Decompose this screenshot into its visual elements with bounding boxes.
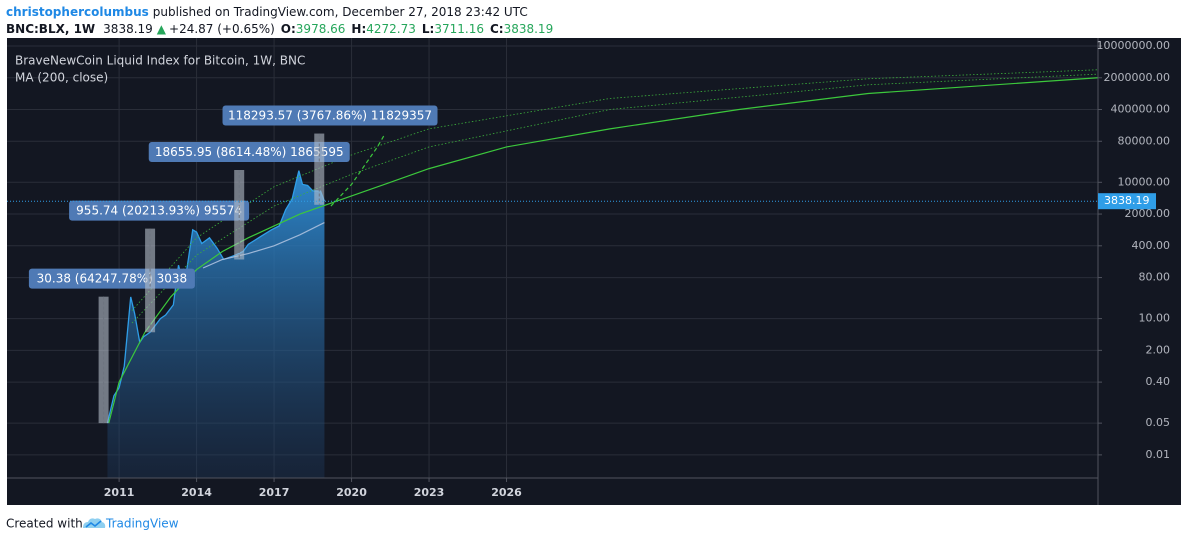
ohlc-key: L:: [422, 22, 434, 36]
y-tick-label: 80000.00: [1118, 134, 1171, 147]
ohlc-value: 4272.73: [366, 22, 416, 36]
x-tick-label: 2014: [181, 486, 212, 499]
symbol: BNC:BLX, 1W: [6, 22, 95, 36]
footer-brand[interactable]: TradingView: [105, 517, 179, 531]
annotation-label: 118293.57 (3767.86%) 11829357: [228, 109, 432, 123]
price: 3838.19: [103, 22, 153, 36]
x-tick-label: 2017: [259, 486, 290, 499]
series-line: [131, 73, 1099, 324]
annotation-box: [222, 105, 438, 126]
ohlc-value: 3838.19: [504, 22, 554, 36]
author[interactable]: christophercolumbus: [6, 5, 149, 19]
series-line: [131, 69, 1099, 311]
arrow: ▲: [157, 22, 167, 36]
ohlc-key: C:: [490, 22, 504, 36]
y-tick-label: 400000.00: [1111, 103, 1171, 116]
series-line: [202, 222, 325, 269]
ohlc-key: H:: [351, 22, 366, 36]
y-tick-label: 2000000.00: [1104, 71, 1170, 84]
annotation-label: 18655.95 (8614.48%) 1865595: [155, 145, 344, 159]
change: +24.87 (+0.65%): [169, 22, 275, 36]
published: published on TradingView.com, December 2…: [153, 5, 528, 19]
footer-created: Created with: [6, 517, 83, 531]
range-bar: [234, 169, 245, 260]
y-tick-label: 0.40: [1146, 375, 1171, 388]
annotation-label: 955.74 (20213.93%) 95574: [76, 204, 242, 218]
y-tick-label: 10.00: [1139, 312, 1171, 325]
publish-line: christophercolumbus published on TradingV…: [6, 5, 528, 19]
ohlc-value: 3978.66: [296, 22, 346, 36]
y-tick-label: 0.01: [1146, 448, 1171, 461]
y-tick-label: 2.00: [1146, 343, 1171, 356]
last-price-label: 3838.19: [1104, 194, 1150, 207]
axes: 10000000.00 2000000.00 400000.00 80000.00 10…: [7, 39, 1170, 499]
range-bar: [98, 296, 109, 424]
y-tick-label: 80.00: [1139, 271, 1171, 284]
annotation-label: 30.38 (64247.78%) 3038: [37, 272, 188, 286]
x-tick-label: 2020: [336, 486, 367, 499]
ohlc: O:3978.66 H:4272.73 L:3711.16 C:3838.19: [281, 22, 553, 36]
ohlc-value: 3711.16: [434, 22, 484, 36]
symbol-line: BNC:BLX, 1W 3838.19 ▲ +24.87 (+0.65%) O:3978…: [6, 22, 553, 36]
plot: 30.38 (64247.78%) 3038 955.74 (20213.93%)…: [28, 69, 1099, 478]
x-tick-label: 2023: [414, 486, 445, 499]
x-tick-label: 2011: [104, 486, 135, 499]
x-tick-label: 2026: [491, 486, 522, 499]
y-tick-label: 0.05: [1146, 416, 1171, 429]
ohlc-key: O:: [281, 22, 296, 36]
y-tick-label: 400.00: [1132, 239, 1171, 252]
y-tick-label: 10000.00: [1118, 175, 1171, 188]
series-line: [330, 133, 386, 207]
last-price-box: [1098, 193, 1156, 210]
y-tick-label: 10000000.00: [1097, 39, 1170, 52]
y-tick-label: 2000.00: [1125, 207, 1171, 220]
annotation-box: [148, 141, 350, 162]
tradingview-logo[interactable]: [83, 518, 106, 528]
chart-subtitle: MA (200, close): [15, 71, 108, 85]
annotation-box: [69, 200, 250, 221]
chart-title: BraveNewCoin Liquid Index for Bitcoin, 1…: [15, 54, 305, 68]
price-line: [106, 170, 326, 424]
